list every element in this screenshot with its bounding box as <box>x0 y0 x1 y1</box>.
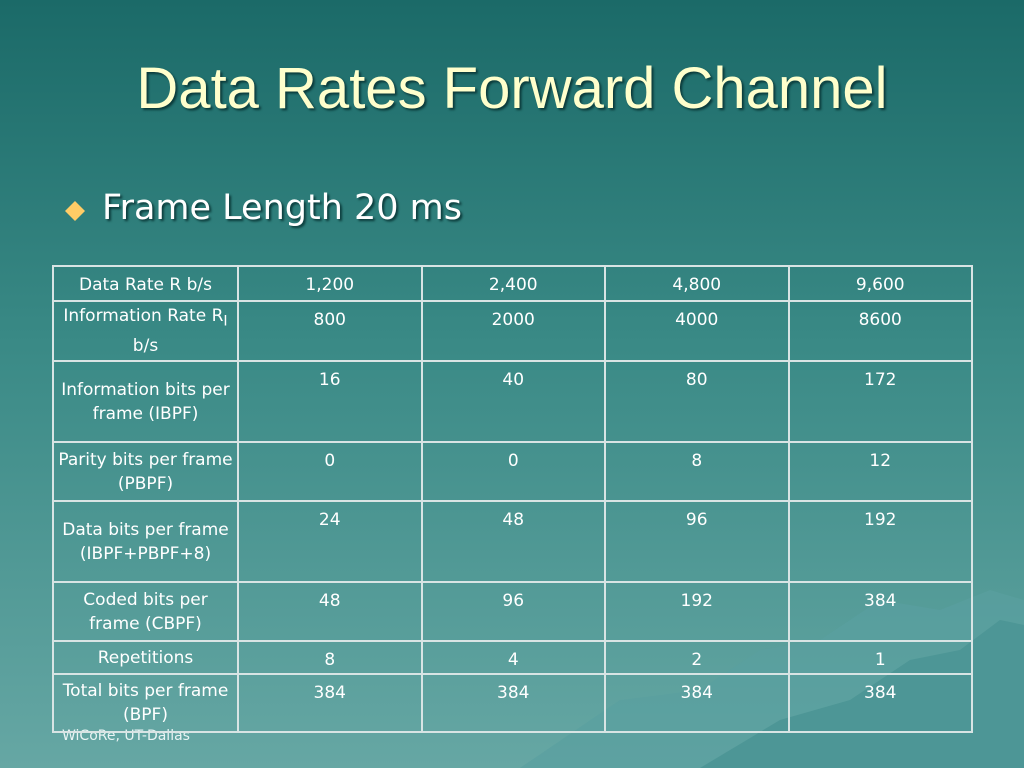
bullet-text: Frame Length 20 ms <box>102 188 463 228</box>
table-cell: 384 <box>787 581 973 642</box>
subscript: I <box>223 313 228 330</box>
table-cell: 192 <box>787 500 973 583</box>
table-cell: 96 <box>604 500 790 583</box>
row-label: Parity bits per frame (PBPF) <box>52 441 239 502</box>
table-cell: 4000 <box>604 300 790 362</box>
table-row: Repetitions 8 4 2 1 <box>52 640 973 675</box>
table-cell: 384 <box>604 673 790 733</box>
table-cell: 2,400 <box>420 265 606 302</box>
table-cell: 0 <box>420 441 606 502</box>
table-cell: 384 <box>787 673 973 733</box>
table-cell: 172 <box>787 360 973 443</box>
data-table: Data Rate R b/s 1,200 2,400 4,800 9,600 Infor… <box>52 265 973 733</box>
table-row: Data bits per frame (IBPF+PBPF+8) 24 48 96 1… <box>52 500 973 583</box>
table-cell: 384 <box>237 673 423 733</box>
table-cell: 8 <box>604 441 790 502</box>
footer: WiCoRe, UT-Dallas <box>62 728 190 744</box>
table-cell: 24 <box>237 500 423 583</box>
table-cell: 2000 <box>420 300 606 362</box>
text-part: Information Rate R <box>63 306 224 327</box>
table-cell: 0 <box>237 441 423 502</box>
table-cell: 12 <box>787 441 973 502</box>
table-cell: 80 <box>604 360 790 443</box>
row-label: Information Rate RI b/s <box>52 300 239 362</box>
table-row: Data Rate R b/s 1,200 2,400 4,800 9,600 <box>52 265 973 302</box>
table-cell: 192 <box>604 581 790 642</box>
table-row: Parity bits per frame (PBPF) 0 0 8 12 <box>52 441 973 502</box>
table-row: Total bits per frame (BPF) 384 384 384 384 <box>52 673 973 733</box>
row-label: Data Rate R b/s <box>52 265 239 302</box>
row-label: Data bits per frame (IBPF+PBPF+8) <box>52 500 239 583</box>
table-row: Information Rate RI b/s 800 2000 4000 8600 <box>52 300 973 362</box>
table-cell: 8 <box>237 640 423 675</box>
row-label: Total bits per frame (BPF) <box>52 673 239 733</box>
table-cell: 384 <box>420 673 606 733</box>
table-row: Information bits per frame (IBPF) 16 40 80 1… <box>52 360 973 443</box>
row-label: Repetitions <box>52 640 239 675</box>
table-cell: 9,600 <box>787 265 973 302</box>
text-part: b/s <box>132 335 159 356</box>
title: Data Rates Forward Channel <box>136 56 888 121</box>
table-cell: 48 <box>237 581 423 642</box>
row-label: Coded bits per frame (CBPF) <box>52 581 239 642</box>
table-cell: 4 <box>420 640 606 675</box>
table-cell: 48 <box>420 500 606 583</box>
table-cell: 4,800 <box>604 265 790 302</box>
table-cell: 1,200 <box>237 265 423 302</box>
table-cell: 8600 <box>787 300 973 362</box>
table-cell: 800 <box>237 300 423 362</box>
table-cell: 40 <box>420 360 606 443</box>
bullet-icon <box>65 201 85 221</box>
table-cell: 96 <box>420 581 606 642</box>
table-cell: 2 <box>604 640 790 675</box>
table-row: Coded bits per frame (CBPF) 48 96 192 384 <box>52 581 973 642</box>
table-cell: 16 <box>237 360 423 443</box>
row-label: Information bits per frame (IBPF) <box>52 360 239 443</box>
table-cell: 1 <box>787 640 973 675</box>
